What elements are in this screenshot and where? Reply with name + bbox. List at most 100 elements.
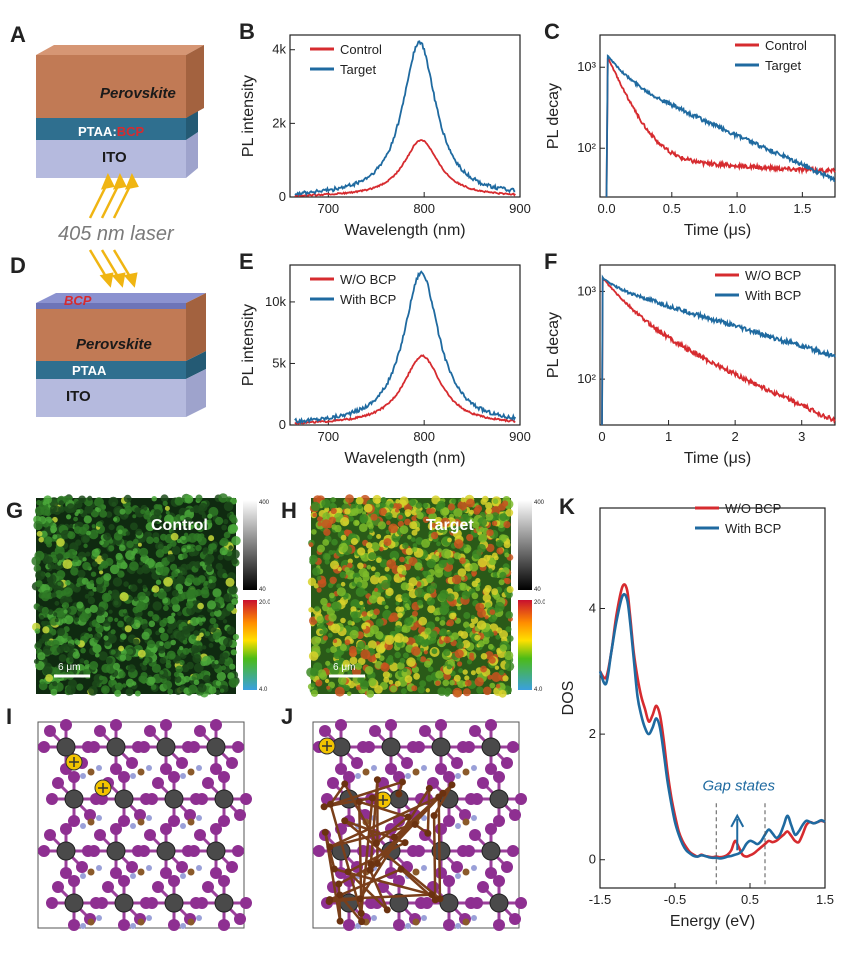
panel-a-schematic: A Perovskite PTAA:BCP ITO — [10, 22, 204, 219]
perovskite-side — [186, 45, 204, 118]
x-tick-label: 800 — [413, 429, 435, 444]
y-tick-label: 10³ — [577, 59, 596, 74]
legend-label: Target — [765, 58, 802, 73]
series-line-with-bcp — [601, 274, 836, 426]
atoms — [38, 719, 252, 931]
colorbar-bot-max: 20.0 — [259, 600, 270, 606]
y-axis-label: PL decay — [545, 312, 562, 378]
unit-cell-box — [312, 721, 520, 929]
y-tick-label: 0 — [279, 189, 286, 204]
ito-side — [186, 132, 198, 178]
y-axis-label: DOS — [560, 681, 577, 716]
y-tick-label: 0 — [279, 417, 286, 432]
panel-letter-c: C — [544, 19, 560, 44]
panel-letter-b: B — [239, 19, 255, 44]
x-tick-label: 900 — [509, 429, 531, 444]
y-tick-label: 10³ — [577, 283, 596, 298]
laser-label: 405 nm laser — [58, 223, 174, 245]
y-tick-label: 2k — [272, 115, 286, 130]
chart-k-dos: K -1.5 -0.5 0.5 1.5 0 2 4 Energy (eV) DOS W/O BCP W… — [559, 494, 834, 930]
chart-b-pl-spectrum: B 700 800 900 0 2k 4k Wavelength (nm) PL intensi… — [239, 19, 531, 239]
x-tick-label: 3 — [798, 429, 805, 444]
legend-label: Control — [340, 42, 382, 57]
laser-arrows-down — [88, 249, 138, 288]
chart-f-pl-decay: F 0 1 2 3 10² 10³ Time (μs) PL decay W/O BCP With … — [544, 249, 836, 467]
x-tick-label: 900 — [509, 201, 531, 216]
panel-h-pl-map: H Target 6 μm 400 40 20.0 4.0 — [281, 494, 545, 698]
x-tick-label: 800 — [413, 201, 435, 216]
pl-map-title: Target — [426, 517, 474, 534]
y-tick-label: 10² — [577, 140, 596, 155]
colorbar-top-max: 400 — [534, 500, 545, 506]
colorbar-intensity — [518, 500, 532, 590]
perovskite-label: Perovskite — [100, 85, 176, 102]
x-axis-label: Time (μs) — [684, 222, 751, 239]
panel-d-schematic: D BCP Perovskite PTAA ITO — [10, 249, 206, 417]
perovskite-layer — [36, 55, 186, 118]
y-axis-label: PL intensity — [240, 75, 257, 157]
perovskite-layer-d — [36, 309, 186, 361]
panel-letter-i: I — [6, 704, 12, 729]
x-tick-label: 1.0 — [728, 201, 746, 216]
x-tick-label: 700 — [317, 429, 339, 444]
y-axis-label: PL intensity — [240, 304, 257, 386]
legend-label: W/O BCP — [745, 268, 801, 283]
unit-cell-box — [37, 721, 245, 929]
legend-label: With BCP — [340, 292, 396, 307]
legend-label: With BCP — [745, 288, 801, 303]
bcp-molecule — [320, 776, 456, 926]
series-line-with-bcp — [294, 270, 517, 425]
colorbar-lifetime — [243, 600, 257, 690]
colorbar-lifetime — [518, 600, 532, 690]
x-tick-label: 1.5 — [816, 892, 834, 907]
gap-states-label: Gap states — [702, 778, 775, 795]
panel-letter-h: H — [281, 498, 297, 523]
ptaa-layer-d — [36, 361, 186, 379]
panel-letter-j: J — [281, 704, 293, 729]
x-tick-label: 0.5 — [741, 892, 759, 907]
x-axis-label: Wavelength (nm) — [344, 222, 465, 239]
panel-letter-k: K — [559, 494, 575, 519]
x-tick-label: -1.5 — [589, 892, 611, 907]
perovskite-label-d: Perovskite — [76, 336, 152, 353]
x-tick-label: 1 — [665, 429, 672, 444]
panel-letter-d: D — [10, 253, 26, 278]
colorbar-bot-min: 4.0 — [259, 687, 268, 693]
x-axis-label: Energy (eV) — [670, 913, 755, 930]
scale-bar-label: 6 μm — [333, 662, 355, 673]
colorbar-intensity — [243, 500, 257, 590]
bcp-layer — [36, 303, 186, 309]
legend-label: Target — [340, 62, 377, 77]
pl-map-grains — [31, 493, 241, 698]
ptaa-side — [186, 110, 198, 140]
y-tick-label: 10k — [265, 294, 286, 309]
x-tick-label: 0.5 — [663, 201, 681, 216]
bcp-label: BCP — [64, 293, 92, 308]
ito-label-d: ITO — [66, 388, 91, 405]
ito-layer — [36, 140, 186, 178]
series-line-w-o-bcp — [601, 277, 836, 426]
panel-j-structure: J — [281, 704, 527, 931]
x-tick-label: 700 — [317, 201, 339, 216]
series-line-w-o-bcp — [598, 583, 826, 859]
y-tick-label: 4k — [272, 42, 286, 57]
x-tick-label: 0.0 — [597, 201, 615, 216]
x-tick-label: -0.5 — [664, 892, 686, 907]
bcp-top-face — [36, 293, 206, 303]
legend-label: W/O BCP — [725, 501, 781, 516]
scale-bar-label: 6 μm — [58, 662, 80, 673]
panel-letter-a: A — [10, 22, 26, 47]
plot-frame — [599, 507, 826, 889]
series-line-target — [605, 54, 836, 198]
legend-label: W/O BCP — [340, 272, 396, 287]
pl-map-grains — [306, 494, 515, 698]
x-axis-label: Wavelength (nm) — [344, 450, 465, 467]
ito-layer-d — [36, 379, 186, 417]
plot-frame — [289, 264, 521, 426]
colorbar-top-max: 400 — [259, 500, 270, 506]
x-axis-label: Time (μs) — [684, 450, 751, 467]
panel-letter-g: G — [6, 498, 23, 523]
y-tick-label: 5k — [272, 355, 286, 370]
plot-frame — [599, 34, 836, 198]
panel-g-pl-map: G Control 6 μm 400 40 20.0 4.0 — [6, 493, 270, 698]
